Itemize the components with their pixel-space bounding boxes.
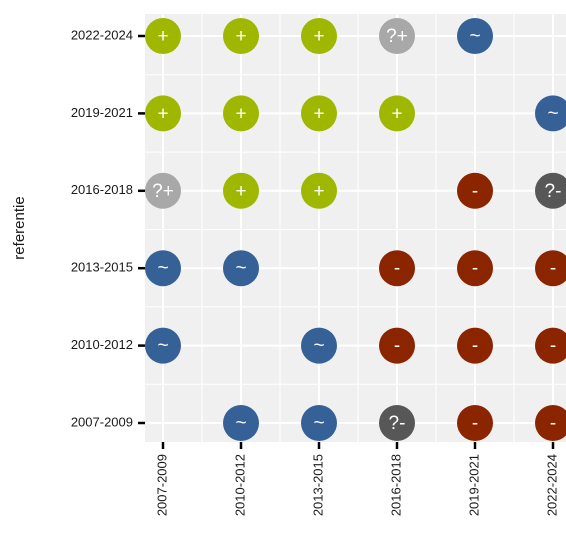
point xyxy=(301,405,337,441)
point-label: ~ xyxy=(313,413,324,434)
point xyxy=(457,405,493,441)
point xyxy=(145,327,181,364)
point-label: - xyxy=(550,413,556,434)
y-tick-label: 2019-2021 xyxy=(71,105,133,120)
point xyxy=(223,405,259,441)
point xyxy=(457,18,493,54)
y-tick-label: 2022-2024 xyxy=(71,27,133,42)
y-tick-label: 2010-2012 xyxy=(71,337,133,352)
point xyxy=(223,95,259,132)
point xyxy=(301,18,337,54)
x-tick-label: 2010-2012 xyxy=(232,454,247,516)
point-label: + xyxy=(391,103,402,124)
y-tick-label: 2016-2018 xyxy=(71,182,133,197)
point-label: - xyxy=(394,336,400,357)
point-label: ?- xyxy=(545,181,562,202)
x-tick-label: 2007-2009 xyxy=(154,454,169,516)
panel xyxy=(145,14,566,442)
point xyxy=(379,18,415,54)
point xyxy=(457,327,493,364)
point xyxy=(379,405,415,441)
point-label: ~ xyxy=(547,103,558,124)
point-label: ?+ xyxy=(386,26,408,47)
point-label: - xyxy=(472,413,478,434)
point-label: ~ xyxy=(157,336,168,357)
point-label: - xyxy=(394,258,400,279)
point xyxy=(535,327,566,364)
point-label: + xyxy=(313,181,324,202)
point xyxy=(535,250,566,287)
point-label: - xyxy=(550,336,556,357)
point xyxy=(457,172,493,209)
point xyxy=(301,172,337,209)
point xyxy=(223,250,259,287)
point-label: + xyxy=(313,103,324,124)
point xyxy=(535,405,566,441)
point xyxy=(145,18,181,54)
point-label: - xyxy=(472,258,478,279)
x-tick-label: 2022-2024 xyxy=(544,454,559,516)
x-tick-label: 2016-2018 xyxy=(388,454,403,516)
point-label: - xyxy=(472,181,478,202)
point-label: ?- xyxy=(389,413,406,434)
point-label: ~ xyxy=(313,336,324,357)
x-tick-label: 2019-2021 xyxy=(466,454,481,516)
point-label: ~ xyxy=(469,26,480,47)
point-label: - xyxy=(472,336,478,357)
point xyxy=(145,172,181,209)
point-label: + xyxy=(235,103,246,124)
point xyxy=(535,172,566,209)
point xyxy=(301,327,337,364)
point-label: + xyxy=(235,26,246,47)
point-label: ~ xyxy=(235,413,246,434)
point-label: - xyxy=(550,258,556,279)
x-tick-label: 2013-2015 xyxy=(310,454,325,516)
point xyxy=(223,18,259,54)
point-label: ~ xyxy=(157,258,168,279)
point xyxy=(145,250,181,287)
point-label: + xyxy=(157,103,168,124)
point-label: + xyxy=(313,26,324,47)
point-label: + xyxy=(157,26,168,47)
y-axis-title: referentie xyxy=(11,196,28,259)
y-tick-label: 2007-2009 xyxy=(71,414,133,429)
point xyxy=(379,95,415,132)
point xyxy=(301,95,337,132)
point-label: ?+ xyxy=(152,181,174,202)
point-label: ~ xyxy=(235,258,246,279)
point-label: + xyxy=(235,181,246,202)
y-tick-label: 2013-2015 xyxy=(71,260,133,275)
point xyxy=(535,95,566,132)
point xyxy=(379,250,415,287)
point xyxy=(457,250,493,287)
point xyxy=(379,327,415,364)
point xyxy=(145,95,181,132)
point xyxy=(223,172,259,209)
